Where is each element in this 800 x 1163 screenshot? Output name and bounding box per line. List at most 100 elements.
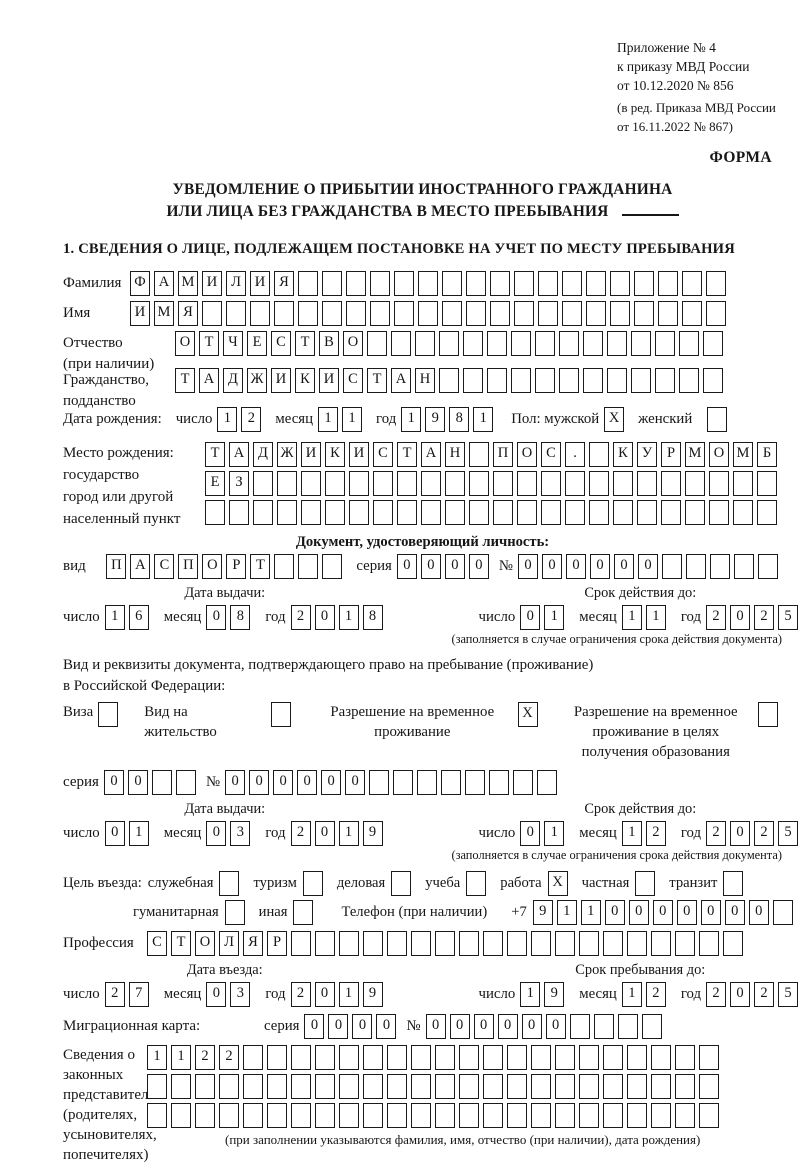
residence-series-cell[interactable]: 0 [127, 770, 148, 795]
legal-reps-cell[interactable] [507, 1074, 527, 1099]
legal-reps-cell[interactable] [267, 1074, 287, 1099]
identity-expiry-day-cell[interactable]: 1 [544, 605, 565, 630]
citizenship-cell[interactable]: С [343, 368, 363, 393]
legal-reps-cell[interactable] [531, 1045, 551, 1070]
phone-digit-cell[interactable]: 0 [676, 900, 697, 925]
entry-year-cell[interactable]: 1 [338, 982, 359, 1007]
legal-reps-cell[interactable] [675, 1045, 695, 1070]
residence-number-cell[interactable]: 0 [249, 770, 270, 795]
birth-year-cell[interactable]: 1 [473, 407, 494, 432]
purpose-tourism-checkbox[interactable] [302, 871, 323, 896]
birth-place-cell[interactable]: О [709, 442, 729, 467]
profession-cell[interactable] [627, 931, 647, 956]
legal-reps-cell[interactable] [627, 1074, 647, 1099]
migration-number-cell[interactable]: 0 [425, 1014, 446, 1039]
surname-cell[interactable] [658, 271, 678, 296]
birth-place-cell[interactable]: Н [445, 442, 465, 467]
entry-day-cell[interactable]: 2 [104, 982, 125, 1007]
patronymic-cell[interactable]: Ч [223, 331, 243, 356]
birth-place-cell[interactable] [253, 500, 273, 525]
residence-number-cell[interactable] [489, 770, 510, 795]
birth-place-cell[interactable] [541, 500, 561, 525]
residence-number-cell[interactable] [465, 770, 486, 795]
doc-number-cell[interactable] [662, 554, 682, 579]
profession-cell[interactable] [387, 931, 407, 956]
birth-place-cell[interactable] [325, 471, 345, 496]
legal-reps-cell[interactable] [195, 1074, 215, 1099]
birth-place-cell[interactable]: И [301, 442, 321, 467]
birth-place-cell[interactable] [637, 471, 657, 496]
birth-month-cell[interactable]: 1 [318, 407, 339, 432]
surname-cell[interactable]: Я [274, 271, 294, 296]
legal-reps-cell[interactable] [291, 1103, 311, 1128]
birth-place-cell[interactable]: М [685, 442, 705, 467]
birth-place-cell[interactable]: М [733, 442, 753, 467]
migration-number-cell[interactable]: 0 [473, 1014, 494, 1039]
given-name-cell[interactable] [514, 301, 534, 326]
patronymic-cell[interactable]: Т [295, 331, 315, 356]
birth-year-cell[interactable]: 1 [401, 407, 422, 432]
profession-cell[interactable] [339, 931, 359, 956]
patronymic-cell[interactable]: О [343, 331, 363, 356]
stay-day-cell[interactable]: 9 [544, 982, 565, 1007]
phone-digit-cell[interactable]: 0 [628, 900, 649, 925]
birth-place-cell[interactable] [205, 500, 225, 525]
legal-reps-cell[interactable] [483, 1045, 503, 1070]
legal-reps-cell[interactable] [555, 1074, 575, 1099]
surname-cell[interactable]: Ф [130, 271, 150, 296]
profession-cell[interactable] [651, 931, 671, 956]
identity-issue-month-cell[interactable]: 0 [206, 605, 227, 630]
citizenship-cell[interactable] [655, 368, 675, 393]
residence-issue-day-cell[interactable]: 0 [104, 821, 125, 846]
migration-number-cell[interactable]: 0 [521, 1014, 542, 1039]
residence-permit-checkbox[interactable] [271, 702, 292, 727]
purpose-official-checkbox[interactable] [219, 871, 240, 896]
residence-series-cell[interactable]: 0 [103, 770, 124, 795]
purpose-study-checkbox[interactable] [466, 871, 487, 896]
birth-place-cell[interactable]: К [613, 442, 633, 467]
birth-place-cell[interactable] [397, 471, 417, 496]
given-name-cell[interactable]: И [130, 301, 150, 326]
identity-expiry-year-cell[interactable]: 2 [706, 605, 727, 630]
migration-number-cell[interactable] [593, 1014, 614, 1039]
given-name-cell[interactable]: М [154, 301, 174, 326]
birth-place-cell[interactable]: Т [397, 442, 417, 467]
identity-expiry-year-cell[interactable]: 5 [778, 605, 799, 630]
birth-place-cell[interactable]: Р [661, 442, 681, 467]
birth-place-cell[interactable] [565, 500, 585, 525]
birth-place-cell[interactable] [325, 500, 345, 525]
given-name-cell[interactable] [634, 301, 654, 326]
residence-number-cell[interactable]: 0 [225, 770, 246, 795]
given-name-cell[interactable] [442, 301, 462, 326]
identity-issue-year-cell[interactable]: 0 [314, 605, 335, 630]
migration-number-cell[interactable]: 0 [545, 1014, 566, 1039]
legal-reps-cell[interactable] [651, 1045, 671, 1070]
birth-place-cell[interactable] [613, 471, 633, 496]
citizenship-cell[interactable]: Т [367, 368, 387, 393]
legal-reps-cell[interactable] [339, 1103, 359, 1128]
legal-reps-cell[interactable] [291, 1045, 311, 1070]
birth-place-cell[interactable]: О [517, 442, 537, 467]
phone-digit-cell[interactable]: 0 [724, 900, 745, 925]
birth-place-cell[interactable] [373, 500, 393, 525]
birth-place-cell[interactable] [349, 471, 369, 496]
birth-place-cell[interactable] [661, 471, 681, 496]
citizenship-cell[interactable] [703, 368, 723, 393]
profession-cell[interactable] [411, 931, 431, 956]
birth-place-cell[interactable] [637, 500, 657, 525]
residence-issue-day-cell[interactable]: 1 [128, 821, 149, 846]
birth-place-cell[interactable] [757, 471, 777, 496]
doc-number-cell[interactable] [758, 554, 778, 579]
patronymic-cell[interactable] [559, 331, 579, 356]
surname-cell[interactable] [706, 271, 726, 296]
given-name-cell[interactable] [346, 301, 366, 326]
residence-number-cell[interactable] [417, 770, 438, 795]
surname-cell[interactable] [562, 271, 582, 296]
birth-place-cell[interactable] [613, 500, 633, 525]
doc-kind-cell[interactable]: Р [226, 554, 247, 579]
doc-series-cell[interactable]: 0 [420, 554, 441, 579]
surname-cell[interactable] [298, 271, 318, 296]
given-name-cell[interactable] [466, 301, 486, 326]
given-name-cell[interactable] [658, 301, 678, 326]
citizenship-cell[interactable] [511, 368, 531, 393]
